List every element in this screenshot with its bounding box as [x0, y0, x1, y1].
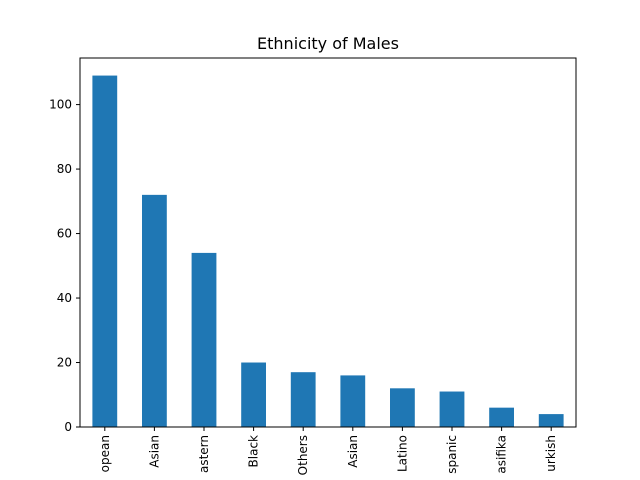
- bar: [92, 75, 118, 427]
- y-tick-label: 0: [64, 420, 72, 434]
- bar: [538, 414, 564, 427]
- bar: [290, 372, 316, 427]
- x-tick-label: Asian: [147, 435, 161, 468]
- y-tick-label: 60: [57, 227, 72, 241]
- x-tick-label: Others: [296, 435, 310, 475]
- bar: [191, 252, 217, 427]
- x-tick-label: Asian: [346, 435, 360, 468]
- x-tick-label: Black: [247, 435, 261, 468]
- y-axis-ticks: 0 20 40 60 80 100: [49, 98, 80, 434]
- bar: [340, 375, 366, 427]
- y-tick-label: 80: [57, 162, 72, 176]
- x-tick-label: Latino: [395, 435, 409, 472]
- x-axis-ticks: opean Asian astern Black Others Asian Latino sp…: [98, 427, 558, 475]
- y-tick-label: 100: [49, 98, 72, 112]
- bar: [241, 362, 266, 427]
- bar: [489, 407, 514, 427]
- x-tick-label: astern: [197, 435, 211, 473]
- chart-title: Ethnicity of Males: [257, 34, 399, 53]
- x-tick-label: urkish: [544, 435, 558, 472]
- y-tick-label: 20: [57, 356, 72, 370]
- x-tick-label: asifika: [495, 435, 509, 474]
- x-tick-label: spanic: [445, 435, 459, 474]
- bar: [390, 388, 415, 427]
- y-tick-label: 40: [57, 291, 72, 305]
- bars-group: [92, 75, 564, 427]
- plot-frame: [79, 57, 577, 428]
- bar: [439, 391, 465, 427]
- bar: [142, 194, 167, 427]
- x-tick-label: opean: [98, 435, 112, 472]
